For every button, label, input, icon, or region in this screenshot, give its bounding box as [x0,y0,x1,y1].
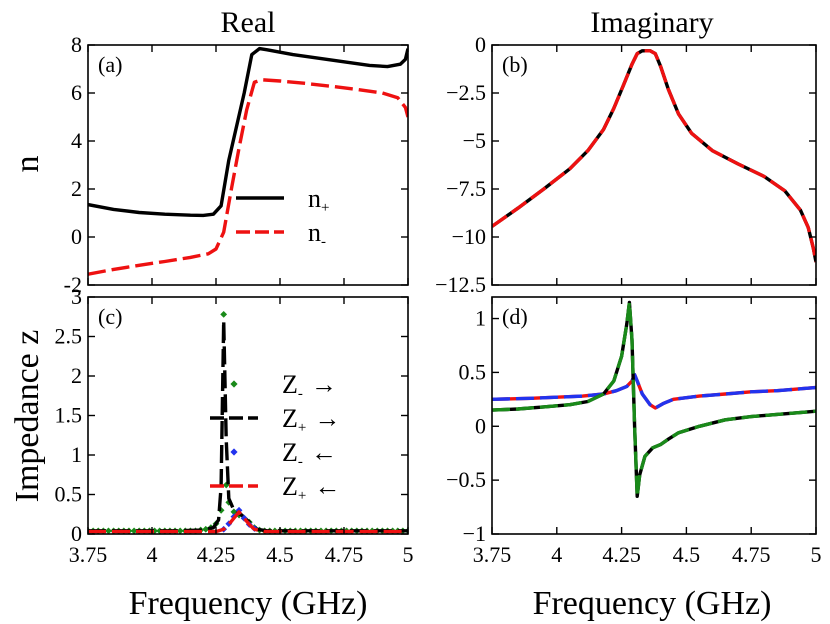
y-tick-label: 6 [71,80,82,105]
y-tick-label: 8 [71,32,82,57]
series-line [492,49,816,263]
x-tick-label: 4.5 [673,542,701,567]
x-tick-label: 5 [403,542,414,567]
data-point [130,527,138,534]
series-line [88,78,408,276]
panel-0: -2 0 2 4 6 8 (a) n+n- [64,32,409,297]
y-tick-label: 1 [475,306,486,331]
y-tick-label: 0 [71,224,82,249]
plot-frame [491,296,817,535]
plot-frame [491,44,817,286]
data-point [220,310,228,318]
y-tick-label: −7.5 [446,176,486,201]
y-tick-label: 2 [71,176,82,201]
legend: n+n- [236,184,329,250]
series-group [88,46,408,276]
data-point [176,527,184,534]
y-tick-label: 0 [475,32,486,57]
legend-label: n+ [308,184,329,216]
legend-label: Z+ ← [282,472,340,504]
column-title-imaginary: Imaginary [590,6,713,39]
series-line [492,300,816,498]
y-tick-label: 4 [71,128,82,153]
x-axis-label-left: Frequency (GHz) [129,585,368,622]
y-tick-label: 3 [71,284,82,309]
series-line [88,319,408,533]
y-axis-label-impedance: Impedance z [9,330,46,503]
legend-label: Z- → [282,370,337,402]
y-tick-label: −0.5 [446,467,486,492]
x-tick-label: 4.25 [197,542,236,567]
x-tick-label: 4.25 [602,542,641,567]
y-tick-label: 1 [71,442,82,467]
series-group [492,300,816,498]
panel-tag: (d) [502,304,528,329]
legend-label: Z+ → [282,404,340,436]
y-tick-label: 0.5 [459,359,487,384]
x-tick-label: 3.75 [473,542,512,567]
y-tick-label: −2.5 [446,80,486,105]
series-line [492,49,816,263]
y-tick-label: 2 [71,363,82,388]
y-tick-label: 0 [475,413,486,438]
series-line [492,372,816,410]
x-tick-label: 3.75 [69,542,108,567]
data-point [202,525,210,533]
x-axis-label-right: Frequency (GHz) [533,585,772,622]
y-tick-label: −1 [463,521,486,546]
panel-2: 00.511.522.533.75 4 4.25 4.5 4.75 5(c)Z- →Z+ →Z… [55,284,414,567]
x-tick-label: 4 [551,542,562,567]
series-group [492,49,816,263]
panel-tag: (b) [502,52,528,77]
y-tick-label: 0 [71,521,82,546]
panel-3: 1 0.5 0 −0.5 −13.75 4 4.25 4.5 4.75 5 (d) [446,296,822,567]
legend-label: n- [308,218,326,250]
data-point [230,508,238,516]
x-tick-label: 4.75 [732,542,771,567]
legend-marker [230,380,238,388]
series-line [88,510,408,534]
y-axis-label-n: n [9,156,46,173]
y-tick-label: -2 [64,272,82,297]
x-tick-label: 4 [147,542,158,567]
y-tick-label: −5 [463,128,486,153]
legend-label: Z- ← [282,438,337,470]
data-point [105,527,112,534]
y-tick-label: 1.5 [55,403,83,428]
series-group [88,310,408,534]
x-tick-label: 4.5 [266,542,294,567]
plot-frame [87,44,409,286]
y-tick-label: −12.5 [435,272,486,297]
panel-tag: (c) [98,304,122,329]
y-tick-label: −10 [452,224,486,249]
column-title-real: Real [221,6,276,39]
plot-frame [87,296,409,535]
series-line [88,46,408,218]
x-tick-label: 4.75 [325,542,364,567]
x-tick-label: 5 [811,542,822,567]
panel-tag: (a) [98,52,122,77]
y-tick-label: 0.5 [55,482,83,507]
legend-marker [230,448,238,456]
y-tick-label: 2.5 [55,324,83,349]
panel-1: 0 −2.5 −5 −7.5 −10 −12.5 (b) [435,32,817,297]
